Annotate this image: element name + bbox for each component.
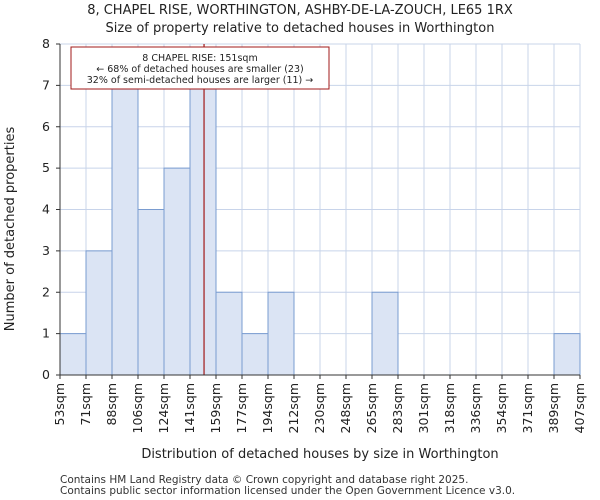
axes: 0 1 2 3 4 5 6 7 8 53sqm 71sqm 88sqm 106sqm 124sqm 141s… (42, 36, 587, 433)
x-tick-label: 194sqm (260, 383, 275, 433)
x-tick-label: 106sqm (130, 383, 145, 433)
y-tick-label: 1 (42, 326, 50, 341)
x-tick-label: 336sqm (468, 383, 483, 433)
x-tick-label: 265sqm (364, 383, 379, 433)
x-tick-label: 88sqm (104, 383, 119, 426)
y-tick-label: 4 (42, 202, 50, 217)
annotation-line-2: ← 68% of detached houses are smaller (23… (96, 64, 303, 75)
x-tick-label: 318sqm (442, 383, 457, 433)
annotation-line-3: 32% of semi-detached houses are larger (… (87, 75, 314, 86)
bar-88sqm (111, 84, 139, 376)
x-tick-label: 371sqm (520, 383, 535, 433)
annotation-line-1: 8 CHAPEL RISE: 151sqm (142, 53, 257, 64)
y-tick-label: 2 (42, 284, 50, 299)
y-tick-label: 6 (42, 119, 50, 134)
bar-124sqm (163, 167, 191, 376)
x-axis-title: Distribution of detached houses by size … (141, 447, 498, 462)
x-tick-label: 407sqm (572, 383, 587, 433)
bar-177sqm (241, 333, 269, 376)
footer-line-1: Contains HM Land Registry data © Crown c… (60, 474, 468, 486)
bars (59, 84, 581, 376)
bar-53sqm (59, 333, 87, 376)
x-tick-label: 283sqm (390, 383, 405, 433)
x-tick-label: 301sqm (416, 383, 431, 433)
x-tick-label: 177sqm (234, 383, 249, 433)
y-tick-label: 3 (42, 243, 50, 258)
x-tick-label: 141sqm (182, 383, 197, 433)
bar-265sqm (371, 291, 399, 376)
x-tick-label: 354sqm (494, 383, 509, 433)
bar-159sqm (215, 291, 243, 376)
bar-389sqm (553, 333, 581, 376)
y-tick-label: 0 (42, 367, 50, 382)
y-tick-label: 5 (42, 160, 50, 175)
x-tick-label: 389sqm (546, 383, 561, 433)
x-tick-label: 53sqm (52, 383, 67, 426)
y-tick-label: 7 (42, 77, 50, 92)
bar-141sqm (189, 84, 217, 376)
y-tick-label: 8 (42, 36, 50, 51)
x-tick-label: 124sqm (156, 383, 171, 433)
annotation-box: 8 CHAPEL RISE: 151sqm ← 68% of detached … (70, 46, 330, 90)
bar-71sqm (85, 250, 113, 376)
x-tick-label: 212sqm (286, 383, 301, 433)
bar-194sqm (267, 291, 295, 376)
x-tick-label: 248sqm (338, 383, 353, 433)
footer-line-2: Contains public sector information licen… (60, 485, 515, 497)
x-tick-label: 230sqm (312, 383, 327, 433)
y-axis-title: Number of detached properties (3, 127, 18, 332)
x-tick-label: 71sqm (78, 383, 93, 426)
chart-title-line-2: Size of property relative to detached ho… (106, 21, 495, 36)
chart-title-line-1: 8, CHAPEL RISE, WORTHINGTON, ASHBY-DE-LA… (87, 3, 513, 18)
bar-106sqm (137, 209, 165, 376)
x-tick-label: 159sqm (208, 383, 223, 433)
annotation-rect (70, 46, 330, 90)
